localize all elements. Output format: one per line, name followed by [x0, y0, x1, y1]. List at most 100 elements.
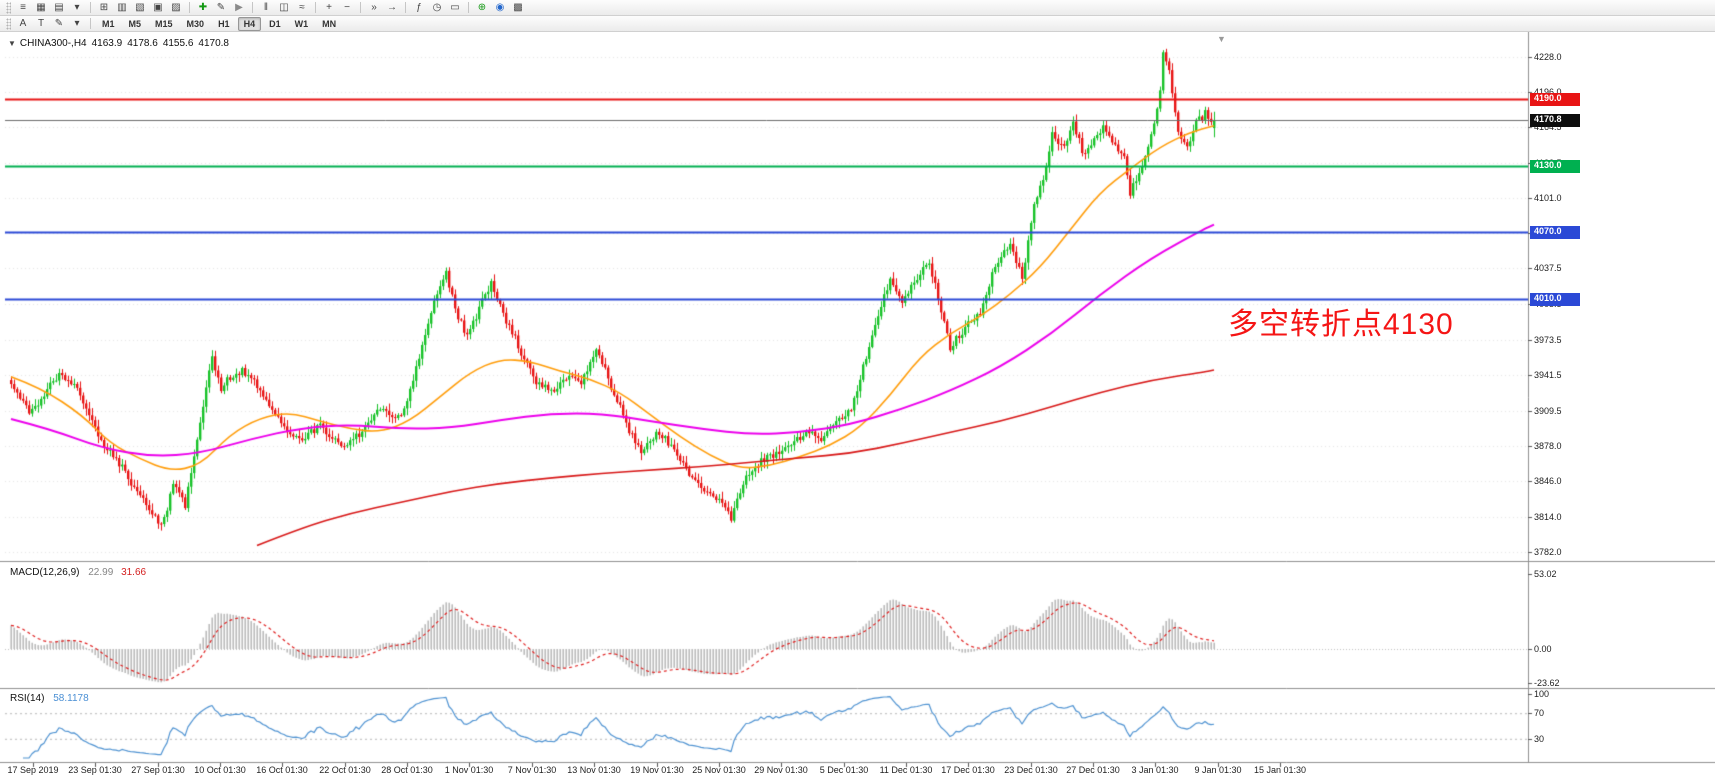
toolbar-grip[interactable]	[6, 1, 11, 14]
time-tick-label: 15 Jan 01:30	[1253, 765, 1307, 775]
price-tick-label: 3782.0	[1534, 547, 1562, 557]
price-tick-label: 4101.0	[1534, 193, 1562, 203]
time-tick-label: 11 Dec 01:30	[879, 765, 933, 775]
periods-button[interactable]: ◷	[428, 1, 446, 15]
autotrading-button[interactable]: ▶	[230, 1, 248, 15]
drawing-dropdown[interactable]: ▾	[68, 17, 86, 31]
timeframe-m5-button[interactable]: M5	[123, 17, 148, 31]
rsi-scale-label: 30	[1534, 734, 1545, 744]
time-tick-label: 17 Sep 2019	[7, 765, 59, 775]
time-tick-label: 16 Oct 01:30	[256, 765, 308, 775]
terminal-button[interactable]: ▣	[149, 1, 167, 15]
symbol-period-label: CHINA300-,H4	[19, 38, 87, 49]
time-tick-label: 13 Nov 01:30	[567, 765, 621, 775]
candlestick-mode-button[interactable]: ◫	[275, 1, 293, 15]
text-label-tool-button[interactable]: T	[32, 17, 50, 31]
time-tick-label: 29 Nov 01:30	[754, 765, 808, 775]
price-tick-label: 4037.5	[1534, 263, 1562, 273]
rsi-name: RSI(14)	[10, 693, 45, 704]
market-watch-button[interactable]: ⊞	[95, 1, 113, 15]
macd-scale-label: 53.02	[1534, 569, 1557, 579]
auto-scroll-button[interactable]: »	[365, 1, 383, 15]
toolbar-separator	[315, 2, 316, 13]
price-tick-label: 3878.0	[1534, 441, 1562, 451]
time-tick-label: 10 Oct 01:30	[194, 765, 246, 775]
timeframe-d1-button[interactable]: D1	[263, 17, 287, 31]
rsi-indicator-label: RSI(14) 58.1178	[10, 693, 89, 704]
timeframe-h4-button[interactable]: H4	[237, 16, 262, 31]
low-value: 4155.6	[162, 38, 194, 49]
templates-button[interactable]: ▭	[446, 1, 464, 15]
price-tick-label: 3909.5	[1534, 406, 1562, 416]
grid-settings-button[interactable]: ▩	[509, 1, 527, 15]
toolbar-separator	[189, 2, 190, 13]
support-level-badge-1: 4070.0	[1530, 226, 1580, 239]
profiles-button[interactable]: ▤	[50, 1, 68, 15]
timeframe-m15-button[interactable]: M15	[149, 17, 179, 31]
time-tick-label: 5 Dec 01:30	[819, 765, 869, 775]
time-tick-label: 3 Jan 01:30	[1131, 765, 1179, 775]
toolbar-grip[interactable]	[6, 17, 11, 30]
zoom-in-button[interactable]: +	[320, 1, 338, 15]
chart-annotation[interactable]: 多空转折点4130	[1228, 308, 1454, 341]
time-tick-label: 27 Dec 01:30	[1066, 765, 1120, 775]
collapse-arrow-icon[interactable]: ▼	[8, 39, 16, 48]
price-tick-label: 3941.5	[1534, 370, 1562, 380]
indicators-button[interactable]: ƒ	[410, 1, 428, 15]
time-tick-label: 28 Oct 01:30	[381, 765, 433, 775]
high-value: 4178.6	[127, 38, 158, 49]
toolbar-separator	[90, 2, 91, 13]
zoom-out-button[interactable]: −	[338, 1, 356, 15]
macd-scale-label: -23.62	[1534, 678, 1560, 688]
navigator-button[interactable]: ▧	[131, 1, 149, 15]
drawing-tool-button[interactable]: ✎	[50, 17, 68, 31]
strategy-tester-button[interactable]: ▨	[167, 1, 185, 15]
time-tick-label: 23 Sep 01:30	[68, 765, 122, 775]
time-tick-label: 1 Nov 01:30	[444, 765, 494, 775]
price-tick-label: 3846.0	[1534, 476, 1562, 486]
price-tick-label: 4164.5	[1534, 122, 1562, 132]
toolbar-separator	[90, 18, 91, 29]
bar-chart-mode-button[interactable]: ‖	[257, 1, 275, 15]
metaeditor-button[interactable]: ✎	[212, 1, 230, 15]
timeframe-m1-button[interactable]: M1	[96, 17, 121, 31]
chart-shift-marker-icon[interactable]: ▼	[1217, 34, 1226, 44]
pivot-level-badge: 4130.0	[1530, 160, 1580, 173]
time-tick-label: 19 Nov 01:30	[630, 765, 684, 775]
new-chart-button[interactable]: ▦	[32, 1, 50, 15]
cursor-tool-button[interactable]: A	[14, 17, 32, 31]
price-tick-label: 3814.0	[1534, 512, 1562, 522]
timeframe-m30-button[interactable]: M30	[181, 17, 211, 31]
timeframe-w1-button[interactable]: W1	[289, 17, 315, 31]
data-window-button[interactable]: ▥	[113, 1, 131, 15]
line-chart-mode-button[interactable]: ≈	[293, 1, 311, 15]
new-order-button[interactable]: ✚	[194, 1, 212, 15]
rsi-value: 58.1178	[53, 693, 89, 704]
time-tick-label: 7 Nov 01:30	[507, 765, 557, 775]
chart-toolbar: A T ✎ ▾ M1 M5 M15 M30 H1 H4 D1 W1 MN	[0, 16, 1715, 32]
symbol-info-line: ▼ CHINA300-,H4 4163.9 4178.6 4155.6 4170.8	[8, 38, 229, 49]
macd-scale-label: 0.00	[1534, 644, 1552, 654]
timeframe-mn-button[interactable]: MN	[316, 17, 342, 31]
close-value: 4170.8	[198, 38, 229, 49]
time-tick-label: 17 Dec 01:30	[941, 765, 995, 775]
community-button[interactable]: ◉	[491, 1, 509, 15]
support-level-badge-2: 4010.0	[1530, 293, 1580, 306]
time-tick-label: 25 Nov 01:30	[692, 765, 746, 775]
chart-window: ▼ CHINA300-,H4 4163.9 4178.6 4155.6 4170.8 ▼ …	[0, 32, 1715, 781]
toolbar-separator	[252, 2, 253, 13]
price-tick-label: 4196.0	[1534, 87, 1562, 97]
add-indicator-button[interactable]: ⊕	[473, 1, 491, 15]
time-tick-label: 22 Oct 01:30	[319, 765, 371, 775]
timeframe-h1-button[interactable]: H1	[212, 17, 236, 31]
price-tick-label: 4228.0	[1534, 52, 1562, 62]
toolbars-menu[interactable]: ≡	[14, 1, 32, 15]
price-chart-canvas[interactable]	[0, 32, 1715, 781]
chart-shift-button[interactable]: →	[383, 1, 401, 15]
macd-main-value: 22.99	[88, 567, 114, 578]
profiles-dropdown[interactable]: ▾	[68, 1, 86, 15]
toolbar-separator	[405, 2, 406, 13]
open-value: 4163.9	[91, 38, 123, 49]
macd-indicator-label: MACD(12,26,9) 22.99 31.66	[10, 567, 146, 578]
current-price-badge: 4170.8	[1530, 114, 1580, 127]
